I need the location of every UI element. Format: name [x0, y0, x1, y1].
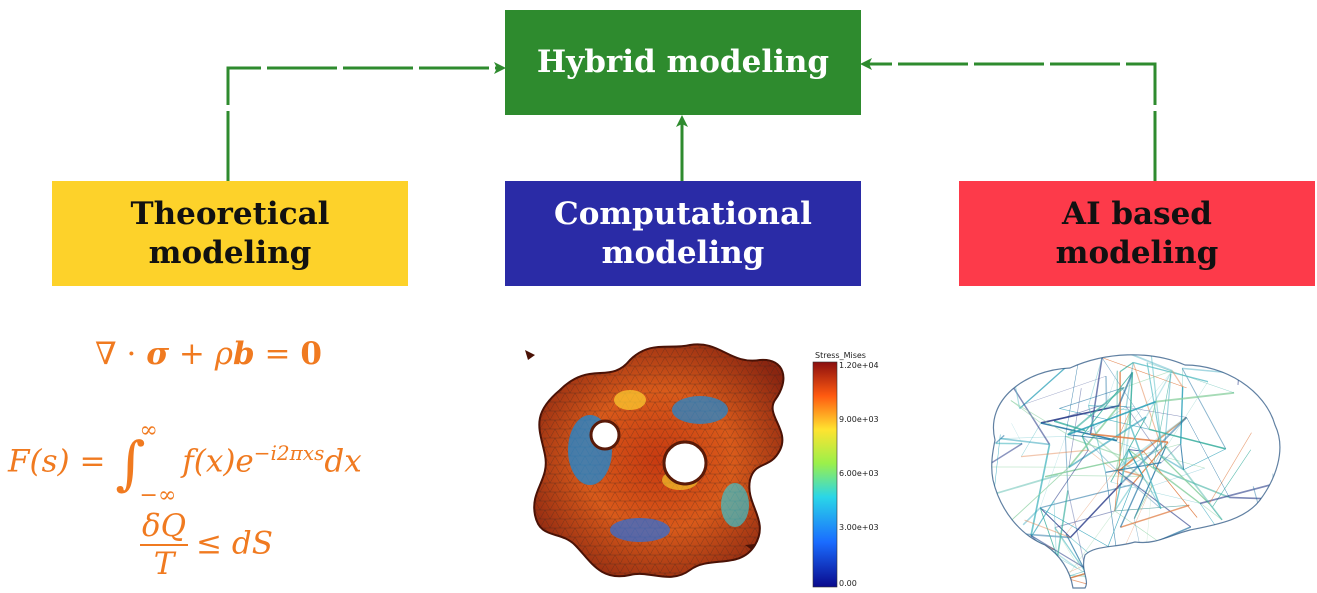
colorbar-tick-3: 3.00e+03	[839, 523, 879, 532]
hybrid-modeling-label: Hybrid modeling	[537, 43, 829, 82]
ai-line1: AI based	[1062, 195, 1212, 234]
brain-edge	[1100, 577, 1162, 582]
stress-colorbar: Stress_Mises 1.20e+04 9.00e+03 6.00e+03 …	[813, 351, 879, 588]
mesh-illustration: Stress_Mises 1.20e+04 9.00e+03 6.00e+03 …	[520, 330, 900, 589]
brain-edge	[1120, 549, 1146, 557]
brain-edge	[1098, 549, 1175, 571]
brain-edge	[1146, 549, 1161, 581]
brain-edge	[1120, 527, 1191, 557]
brain-edge	[1059, 388, 1123, 409]
brain-edge	[1146, 549, 1221, 569]
brain-edge	[1211, 499, 1261, 572]
brain-edge	[1261, 499, 1273, 560]
theoretical-line2: modeling	[149, 234, 312, 273]
colorbar-title: Stress_Mises	[815, 351, 866, 360]
brain-edge	[1184, 449, 1226, 470]
brain-edge	[1118, 472, 1191, 527]
brain-edge	[1209, 433, 1251, 504]
colorbar-tick-4: 0.00	[839, 579, 857, 588]
brain-edge	[1009, 549, 1054, 561]
brain-edge	[1187, 417, 1230, 497]
brain-edge	[1098, 485, 1132, 572]
brain-edge	[1156, 393, 1234, 402]
eq1-plus-rho: + ρ	[169, 336, 233, 372]
fourier-transform-equation: F(s) = ∫∞−∞f(x)e−i2πxsdx	[8, 418, 362, 508]
colorbar-tick-2: 6.00e+03	[839, 469, 879, 478]
brain-edge	[1031, 535, 1100, 577]
brain-edge	[1045, 457, 1136, 477]
gyroid-shape	[525, 344, 783, 577]
brain-edge	[1054, 404, 1106, 421]
colorbar-tick-0: 1.20e+04	[839, 361, 879, 370]
brain-edge	[1181, 387, 1183, 444]
ai-line2: modeling	[1056, 234, 1219, 273]
eq1-zero: 0	[300, 336, 322, 372]
brain-edge	[1153, 467, 1229, 497]
theoretical-line1: Theoretical	[131, 195, 330, 234]
eq1-b: b	[233, 336, 255, 372]
brain-edge	[1152, 468, 1205, 486]
brain-edge	[1021, 423, 1041, 457]
brain-edge	[1122, 559, 1123, 582]
brain-edge	[1117, 551, 1123, 582]
brain-edge	[1009, 561, 1037, 587]
eq3-denominator: T	[152, 546, 177, 582]
brain-edge	[1010, 355, 1036, 359]
fe-stress-mesh: Stress_Mises 1.20e+04 9.00e+03 6.00e+03 …	[520, 330, 900, 589]
eq3-numerator: δQ	[140, 508, 188, 546]
brain-edge	[1070, 483, 1122, 538]
computational-line2: modeling	[602, 234, 765, 273]
theoretical-modeling-box: Theoretical modeling	[52, 181, 408, 286]
brain-edge	[1026, 376, 1106, 404]
brain-edge	[1221, 523, 1250, 569]
ai-modeling-box: AI based modeling	[959, 181, 1315, 286]
brain-edge	[1009, 540, 1023, 572]
eq3-rhs: ≤ dS	[196, 526, 273, 562]
eq2-upper-limit: ∞	[140, 418, 177, 443]
brain-edge	[1120, 505, 1189, 527]
brain-edge	[1221, 570, 1242, 583]
brain-edge	[1091, 434, 1169, 442]
computational-line1: Computational	[554, 195, 812, 234]
eq1-equals: =	[255, 336, 301, 372]
eq2-lower-limit: −∞	[140, 483, 177, 508]
brain-edge	[1117, 371, 1118, 441]
eq1-sigma: σ	[146, 336, 169, 372]
hybrid-modeling-box: Hybrid modeling	[505, 10, 861, 115]
eq1-nabla: ∇ ·	[95, 336, 146, 372]
arrow-ai-to-hybrid	[863, 64, 1155, 181]
brain-network	[975, 330, 1295, 589]
colorbar-tick-1: 9.00e+03	[839, 415, 879, 424]
brain-network-illustration	[975, 330, 1295, 589]
brain-edge	[1182, 368, 1255, 375]
eq2-dx: dx	[324, 444, 361, 480]
brain-edge	[1020, 355, 1080, 408]
equilibrium-equation: ∇ · σ + ρb = 0	[95, 336, 322, 372]
brain-edge	[985, 444, 1022, 467]
eq2-exponent: −i2πxs	[254, 441, 325, 465]
brain-edge	[1134, 519, 1148, 588]
brain-edge	[1147, 363, 1234, 393]
brain-edge	[1066, 469, 1116, 534]
brain-edge	[1120, 362, 1133, 371]
brain-edge	[1253, 486, 1273, 559]
brain-edge	[1008, 540, 1022, 561]
eq2-lhs: F(s) =	[8, 444, 115, 480]
computational-modeling-box: Computational modeling	[505, 181, 861, 286]
arrow-theoretical-to-hybrid	[228, 68, 503, 181]
eq2-body: f(x)e	[182, 444, 254, 480]
